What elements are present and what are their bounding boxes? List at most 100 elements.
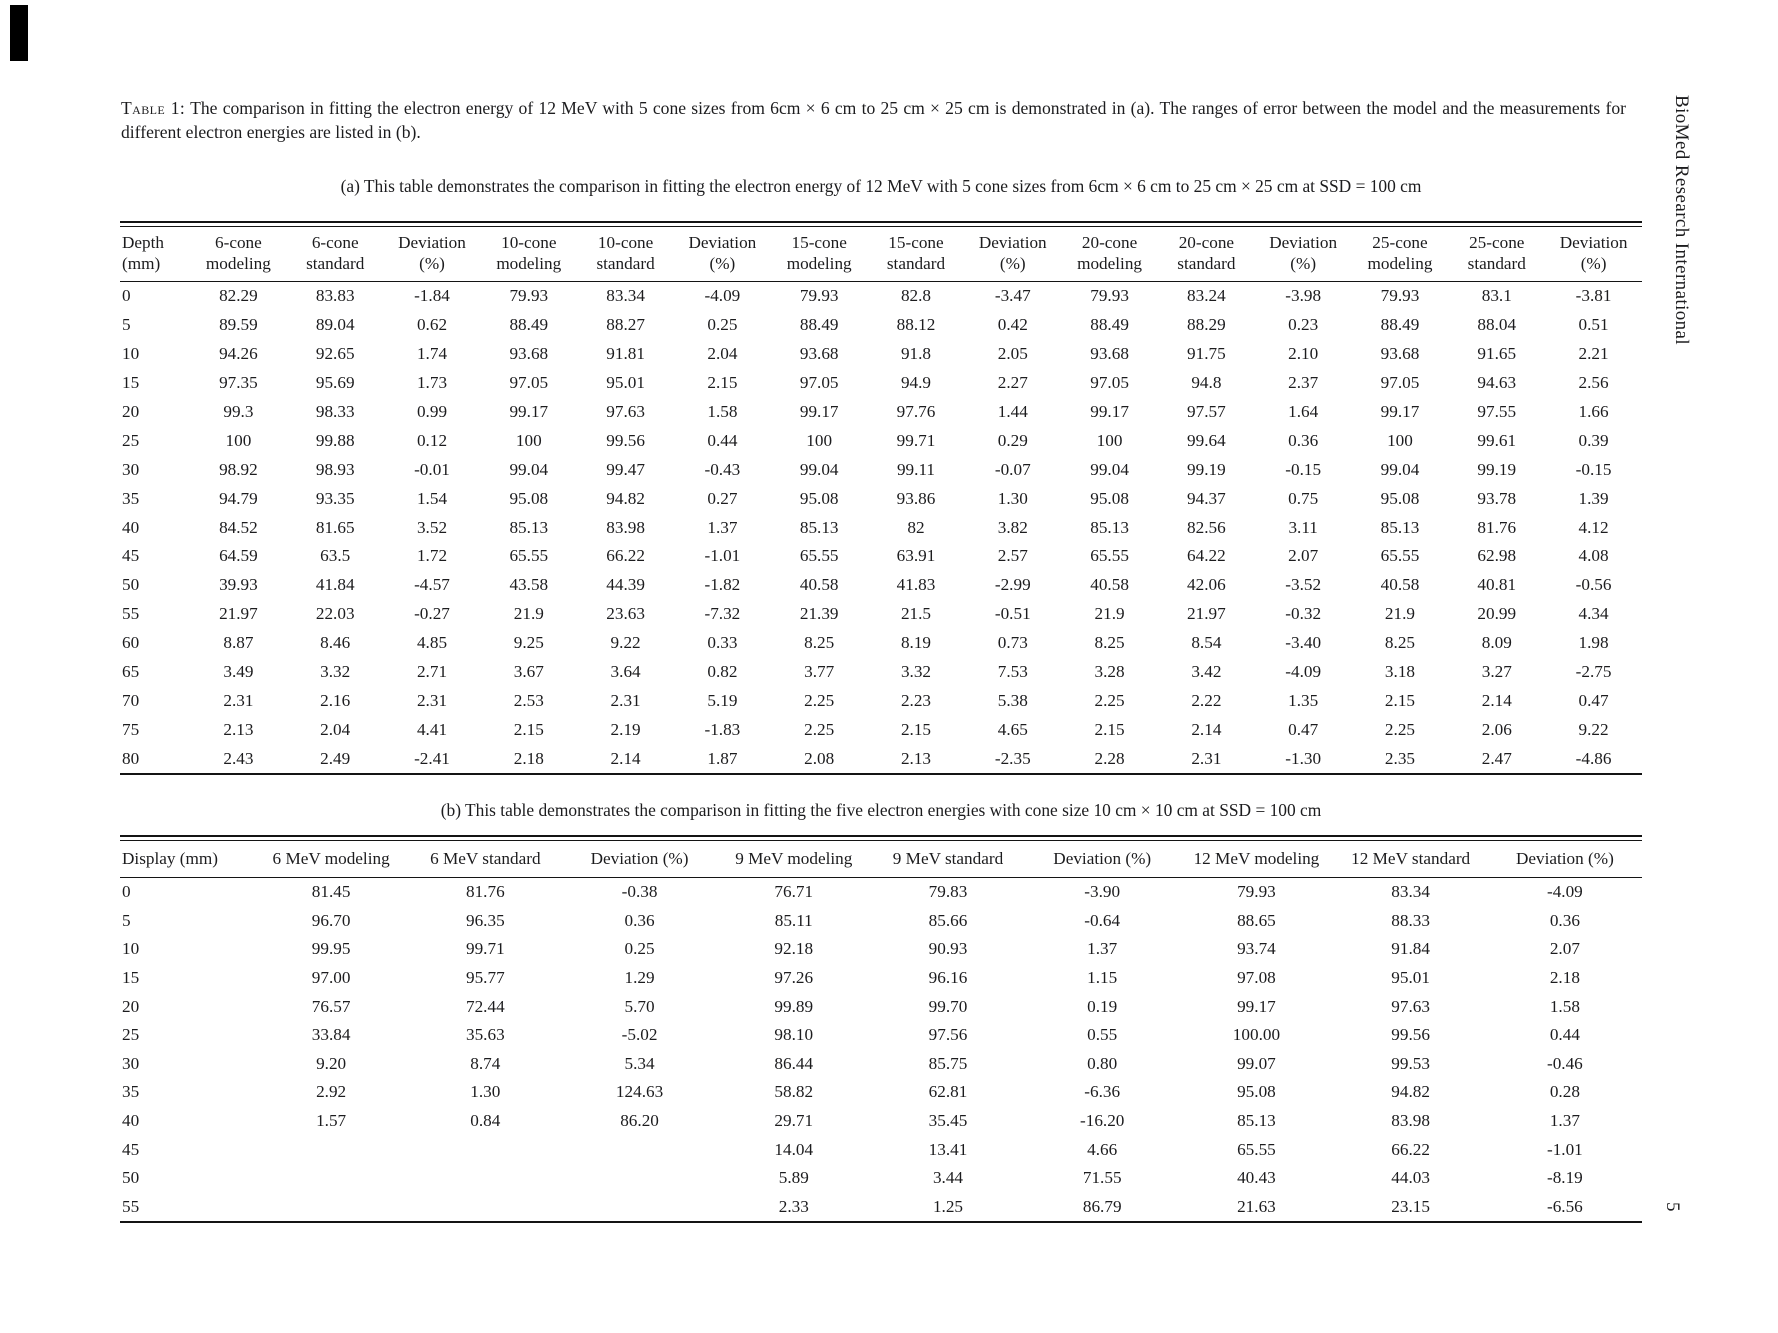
table-cell: 0.36 (1288, 430, 1319, 450)
table-cell: 1.39 (1578, 488, 1609, 508)
column-header: Deviation (%) (1053, 849, 1152, 868)
table-b-top-rule (120, 835, 1642, 841)
table-cell: 85.13 (799, 517, 839, 537)
table-cell: 65 (122, 662, 140, 682)
table-cell: 97.05 (1380, 373, 1420, 393)
table-cell: 1.73 (416, 373, 448, 393)
table-cell: -4.09 (704, 286, 741, 306)
table-cell: 8.09 (1481, 633, 1512, 653)
table-cell: 70 (122, 690, 140, 710)
subcaption-b: (b) This table demonstrates the comparis… (440, 800, 1322, 820)
table-cell: 83.34 (606, 286, 645, 306)
table-cell: -3.52 (1285, 575, 1322, 595)
table-cell: 0 (122, 286, 131, 306)
table-cell: 124.63 (615, 1082, 664, 1102)
table-row: 15 97.35 95.69 1.73 97.05 95.01 2.15 97.05 94.9 2… (120, 369, 1642, 398)
table-cell: 2.47 (1481, 748, 1512, 768)
table-cell: 83.1 (1481, 286, 1512, 306)
table-cell: -4.86 (1575, 748, 1612, 768)
table-cell: 2.43 (223, 748, 254, 768)
table-cell: 2.04 (707, 344, 738, 364)
table-cell: 95.08 (1237, 1082, 1276, 1102)
table-cell: 94.9 (900, 373, 932, 393)
table-cell: -2.35 (994, 748, 1031, 768)
table-cell: 81.76 (465, 882, 505, 902)
table-row: 25 33.84 35.63 -5.02 98.10 97.56 0.55 100.00 99.… (120, 1021, 1642, 1050)
table-cell: 21.9 (513, 604, 544, 624)
table-cell: 15 (122, 968, 140, 988)
table-cell: 65.55 (1090, 546, 1129, 566)
table-b-container: Display (mm) 6 MeV modeling 6 MeV standard… (120, 835, 1642, 1224)
table-cell: 100 (1096, 430, 1123, 450)
table-cell: 2.13 (900, 748, 932, 768)
table-row: 5 96.70 96.35 0.36 85.11 85.66 -0.64 88.65 88.33… (120, 907, 1642, 936)
table-cell: 0.47 (1288, 719, 1319, 739)
column-header: 9 MeV modeling (735, 849, 853, 868)
column-header: 25-cone standard (1467, 233, 1526, 273)
table-cell: 2.14 (1191, 719, 1222, 739)
table-row: 20 76.57 72.44 5.70 99.89 99.70 0.19 99.17 97.63… (120, 992, 1642, 1021)
table-cell: 88.33 (1391, 910, 1430, 930)
table-cell: 2.15 (707, 373, 738, 393)
table-cell: 1.58 (1549, 996, 1580, 1016)
table-cell: 2.31 (223, 690, 254, 710)
table-cell: 15 (122, 373, 140, 393)
table-cell: 88.49 (1380, 315, 1420, 335)
table-cell: 100.00 (1232, 1025, 1281, 1045)
table-cell: 0.44 (1549, 1025, 1580, 1045)
table-cell: 8.54 (1191, 633, 1222, 653)
table-cell: 93.74 (1237, 939, 1276, 959)
table-cell: 97.05 (509, 373, 549, 393)
table-cell: 91.75 (1187, 344, 1226, 364)
table-cell: 50 (122, 575, 140, 595)
table-cell: 79.93 (1237, 882, 1276, 902)
table-cell: -3.40 (1285, 633, 1322, 653)
table-cell: 94.37 (1187, 488, 1226, 508)
table-cell: 65.55 (1380, 546, 1420, 566)
table-cell: 2.22 (1191, 690, 1222, 710)
table-cell: 1.35 (1288, 690, 1319, 710)
table-caption-label: Table 1: (121, 98, 186, 118)
table-cell: 8.74 (470, 1053, 501, 1073)
table-row: 10 94.26 92.65 1.74 93.68 91.81 2.04 93.68 91.8 2… (120, 340, 1642, 369)
table-cell: 100 (515, 430, 542, 450)
table-cell: 1.64 (1288, 402, 1319, 421)
table-cell: 93.86 (896, 488, 936, 508)
table-cell: 33.84 (311, 1025, 351, 1045)
table-cell: 95.08 (1090, 488, 1129, 508)
table-cell: 97.57 (1187, 402, 1226, 421)
table-row: 55 21.97 22.03 -0.27 21.9 23.63 -7.32 21.39 21.5… (120, 600, 1642, 629)
table-cell: 99.07 (1237, 1053, 1276, 1073)
table-cell: 89.04 (315, 315, 355, 335)
table-cell: 92.65 (315, 344, 355, 364)
table-cell: 2.27 (997, 373, 1028, 393)
table-cell: 3.44 (932, 1168, 964, 1188)
table-cell: 35 (122, 488, 140, 508)
table-cell: 5 (122, 910, 131, 930)
table-cell: 99.17 (509, 402, 549, 421)
table-cell: -0.56 (1575, 575, 1612, 595)
table-row: 10 99.95 99.71 0.25 92.18 90.93 1.37 93.74 91.84… (120, 935, 1642, 964)
table-cell: 40.58 (1090, 575, 1129, 595)
column-header: 25-cone modeling (1367, 233, 1433, 273)
column-header: 6-cone modeling (205, 233, 271, 273)
table-cell: 3.52 (416, 517, 448, 537)
table-cell: 79.93 (1380, 286, 1420, 306)
table-cell: 9.20 (316, 1053, 347, 1073)
table-cell: 1.37 (1549, 1111, 1580, 1131)
table-cell: 93.35 (315, 488, 355, 508)
table-cell: 2.14 (610, 748, 641, 768)
table-cell: 91.84 (1391, 939, 1430, 959)
table-cell: 5.89 (778, 1168, 809, 1188)
table-cell: 81.45 (311, 882, 351, 902)
table-cell: 7.53 (997, 662, 1028, 682)
table-cell: 0.44 (707, 430, 738, 450)
table-cell: 3.64 (610, 662, 641, 682)
table-cell: 95.08 (799, 488, 839, 508)
table-cell: 97.00 (311, 968, 351, 988)
table-row: 75 2.13 2.04 4.41 2.15 2.19 -1.83 2.25 2.15 4.65 2… (120, 715, 1642, 744)
table-cell: 2.16 (320, 690, 351, 710)
table-cell: -0.64 (1084, 910, 1121, 930)
table-cell: 3.28 (1094, 662, 1125, 682)
table-cell: 83.98 (1391, 1111, 1430, 1131)
